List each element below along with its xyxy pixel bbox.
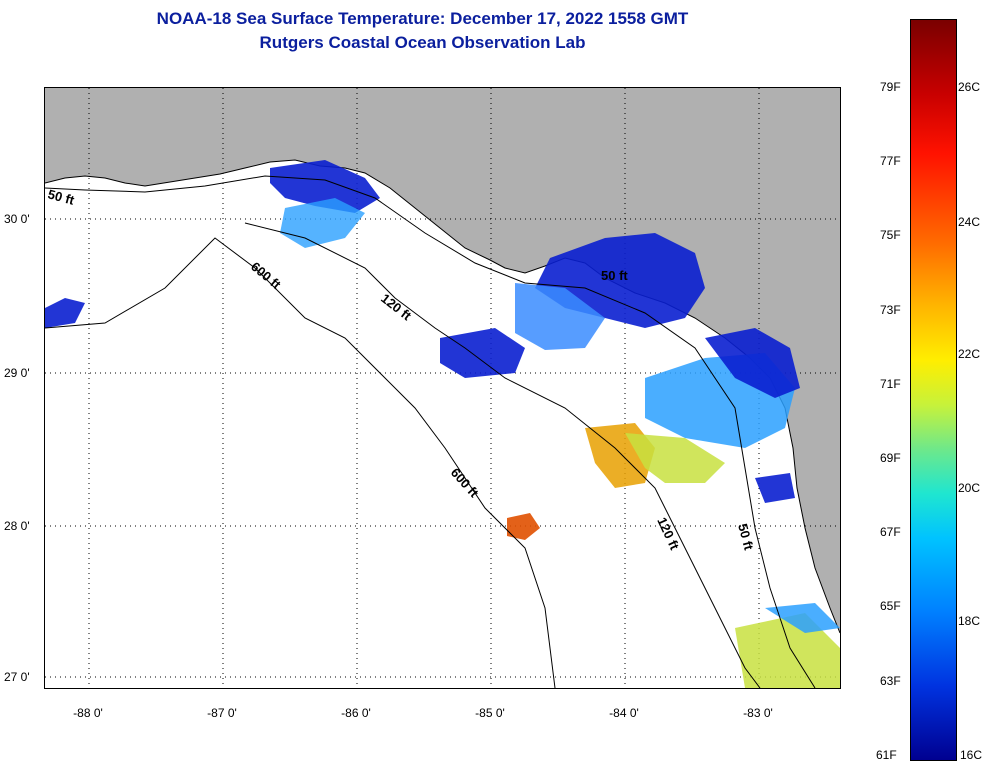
sst-data-patches [45,160,840,688]
colorbar-label-61f: 61F [876,748,897,762]
colorbar-label-18c: 18C [958,614,981,628]
contour-50ft [45,175,816,688]
colorbar-label-79f: 79F [880,80,901,94]
contour-120ft [244,222,761,688]
colorbar-label-26c: 26C [958,80,981,94]
sst-patch-cold-north [270,160,380,213]
lat-label-30: 30 0' [4,212,30,226]
lon-label-85: -85 0' [475,706,505,720]
sst-patch-cool-north [280,198,365,248]
land-peninsula-west [77,116,101,176]
contour-label-120ft-north: 120 ft [378,291,415,324]
colorbar-label-75f: 75F [880,228,901,242]
colorbar-label-73f: 73F [880,303,901,317]
lon-label-86: -86 0' [341,706,371,720]
sst-map-svg: 50 ft 600 ft 120 ft 50 ft 600 ft 120 ft … [45,88,840,688]
lat-label-27: 27 0' [4,670,30,684]
map-subtitle: Rutgers Coastal Ocean Observation Lab [259,33,586,52]
colorbar-label-63f: 63F [880,674,901,688]
colorbar-label-71f: 71F [880,377,901,391]
lon-label-83: -83 0' [743,706,773,720]
colorbar-label-22c: 22C [958,347,981,361]
colorbar-label-65f: 65F [880,599,901,613]
colorbar-label-20c: 20C [958,481,981,495]
sst-patch-orange-spot [507,513,540,540]
map-title: NOAA-18 Sea Surface Temperature: Decembe… [156,9,689,28]
sst-patch-cold-west [45,298,85,328]
colorbar-label-67f: 67F [880,525,901,539]
colorbar-label-69f: 69F [880,451,901,465]
sst-patch-cool-bigbend [515,283,605,350]
lat-label-28: 28 0' [4,519,30,533]
colorbar-label-77f: 77F [880,154,901,168]
sst-patch-cold-central [440,328,525,378]
sst-patch-cold-southeast [755,473,795,503]
contour-600ft [45,237,556,688]
sst-patch-yellow-central [625,433,725,483]
sst-map: 50 ft 600 ft 120 ft 50 ft 600 ft 120 ft … [44,87,841,689]
land-mass-north [45,88,840,633]
contour-label-50ft-bigbend: 50 ft [601,268,628,283]
bathymetry-contours [45,175,816,688]
contour-label-50ft-south: 50 ft [735,522,757,552]
sst-patch-cool-south [765,603,840,633]
contour-label-50ft-west: 50 ft [46,186,76,208]
lon-label-88: -88 0' [73,706,103,720]
colorbar-label-16c: 16C [960,748,983,762]
lon-label-84: -84 0' [609,706,639,720]
contour-label-600ft-north: 600 ft [248,259,284,293]
temperature-colorbar [910,19,957,761]
sst-patch-cold-east [705,328,800,398]
lon-label-87: -87 0' [207,706,237,720]
lat-label-29: 29 0' [4,366,30,380]
colorbar-label-24c: 24C [958,215,981,229]
